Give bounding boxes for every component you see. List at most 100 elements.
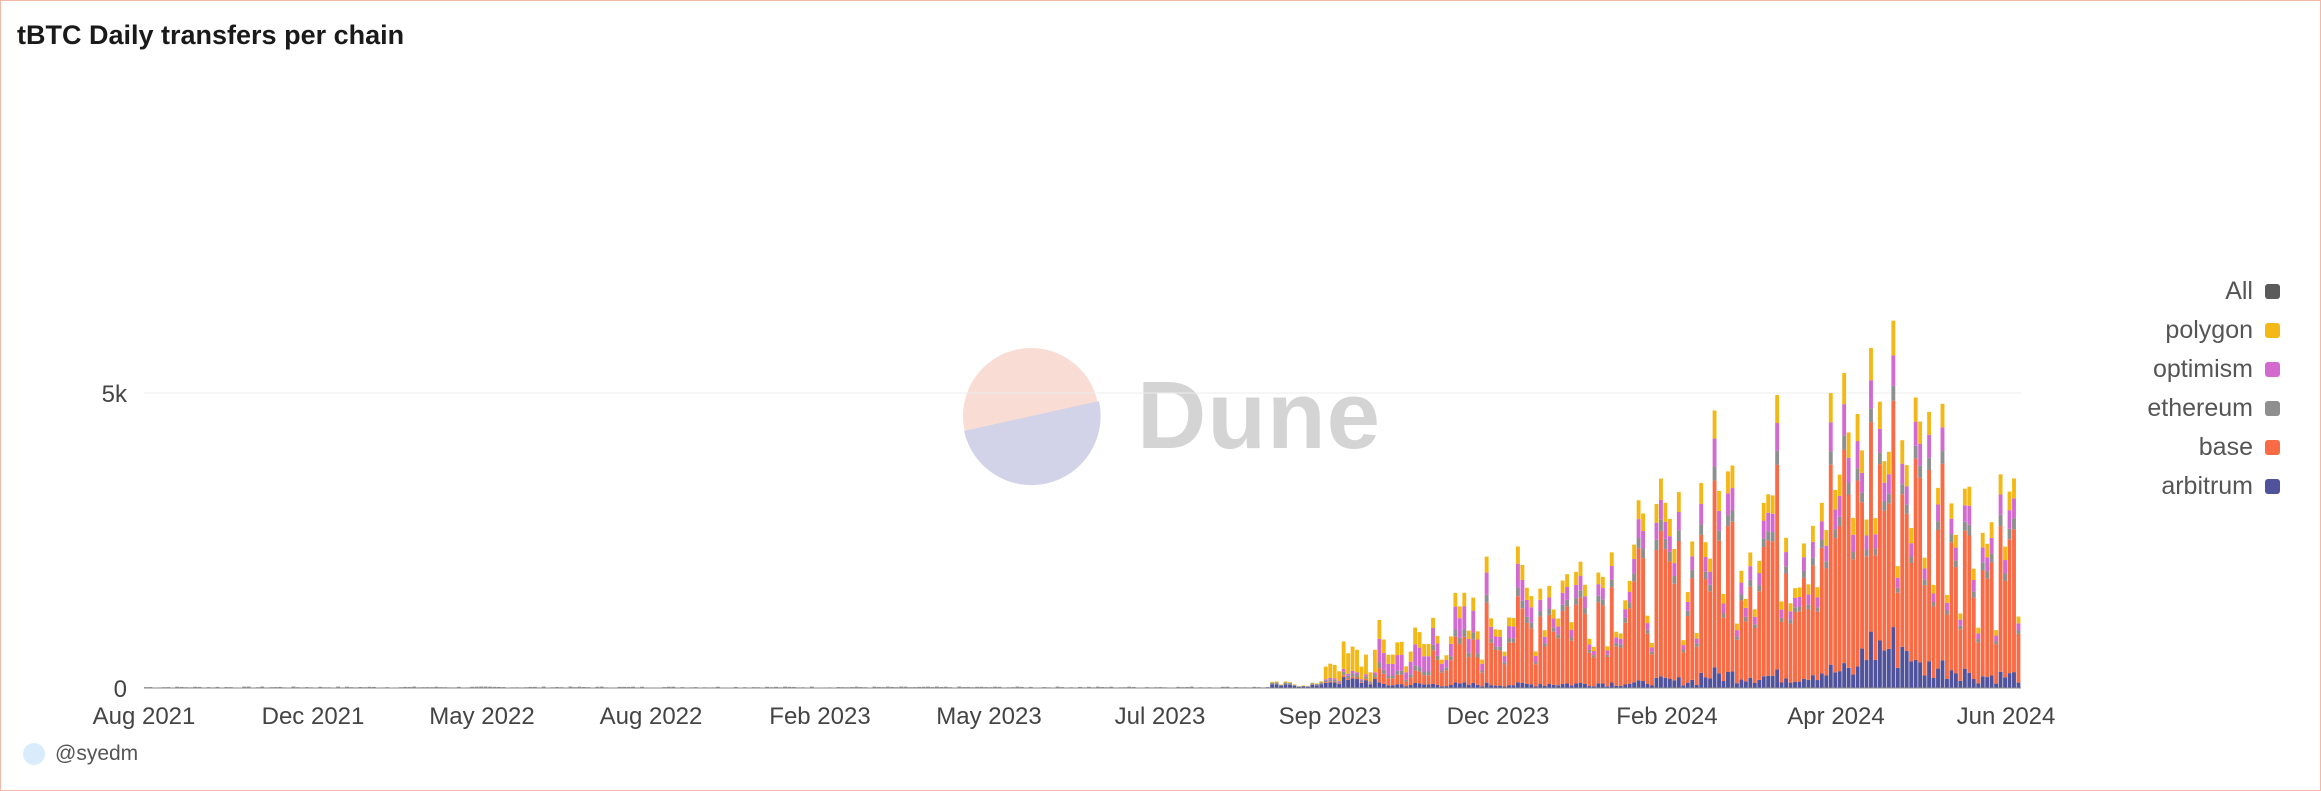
bar-arbitrum	[1507, 685, 1511, 688]
bar-base	[1886, 503, 1891, 649]
bar-base	[1507, 642, 1511, 686]
bar-ethereum	[483, 686, 488, 688]
bar-ethereum	[179, 687, 184, 688]
bar-polygon	[1909, 528, 1914, 544]
bar-ethereum	[1860, 492, 1864, 503]
bar-ethereum	[1779, 617, 1784, 622]
bar-ethereum	[1015, 686, 1020, 688]
bar-polygon	[1699, 483, 1704, 504]
bar-polygon	[1936, 487, 1940, 505]
legend-item-optimism[interactable]: optimism	[2153, 350, 2280, 389]
bar-polygon	[1721, 594, 1726, 604]
legend-item-polygon[interactable]: polygon	[2165, 311, 2280, 350]
bar-ethereum	[872, 686, 877, 688]
bar-optimism	[1328, 677, 1333, 680]
bar-ethereum	[970, 687, 975, 688]
bar-ethereum	[1815, 607, 1820, 612]
bar-ethereum	[1743, 616, 1748, 622]
bar-optimism	[1886, 474, 1891, 494]
bar-polygon	[1542, 630, 1547, 637]
bar-polygon	[1676, 492, 1681, 512]
bar-polygon	[1372, 649, 1377, 673]
bar-arbitrum	[1596, 683, 1601, 688]
bar-arbitrum	[1685, 682, 1690, 688]
bar-base	[1788, 623, 1793, 683]
bar-base	[1404, 681, 1409, 687]
bar-ethereum	[948, 687, 953, 688]
bar-arbitrum	[1600, 683, 1605, 688]
legend-label: base	[2198, 433, 2253, 461]
bar-polygon	[1314, 683, 1319, 685]
bar-polygon	[1605, 646, 1610, 651]
bar-ethereum	[1426, 671, 1431, 676]
bar-optimism	[1350, 670, 1355, 674]
bar-optimism	[1900, 463, 1905, 485]
bar-ethereum	[304, 687, 309, 688]
bar-ethereum	[1265, 686, 1270, 688]
bar-ethereum	[1837, 516, 1842, 527]
bar-base	[1962, 530, 1967, 669]
bar-ethereum	[850, 687, 854, 688]
bar-optimism	[1882, 482, 1887, 502]
bar-ethereum	[1538, 611, 1543, 617]
bar-ethereum	[144, 687, 148, 688]
bar-base	[1819, 547, 1824, 674]
bar-arbitrum	[1779, 682, 1784, 688]
bar-arbitrum	[1971, 678, 1976, 688]
bar-ethereum	[1346, 675, 1351, 679]
bar-ethereum	[921, 686, 926, 688]
legend-item-arbitrum[interactable]: arbitrum	[2161, 467, 2280, 506]
bar-arbitrum	[1524, 683, 1529, 688]
bar-arbitrum	[1560, 683, 1565, 688]
bar-optimism	[1913, 421, 1918, 446]
bar-optimism	[1574, 584, 1578, 599]
bar-base	[1971, 597, 1976, 679]
bar-arbitrum	[1815, 680, 1820, 688]
bar-arbitrum	[1810, 675, 1815, 688]
bar-optimism	[1940, 427, 1945, 452]
bar-ethereum	[680, 687, 685, 688]
legend-item-All[interactable]: All	[2225, 272, 2280, 311]
watermark-text: Dune	[1137, 362, 1381, 469]
bar-ethereum	[1810, 557, 1815, 566]
bar-polygon	[1667, 518, 1672, 537]
bar-ethereum	[733, 686, 738, 688]
bar-polygon	[1900, 440, 1905, 464]
bar-base	[1855, 480, 1860, 667]
legend-label: All	[2225, 277, 2253, 305]
bar-polygon	[1842, 373, 1847, 405]
bar-optimism	[1788, 611, 1793, 620]
bar-base	[1980, 570, 1985, 677]
bar-ethereum	[1775, 450, 1780, 465]
bar-arbitrum	[1748, 677, 1753, 688]
bar-ethereum	[336, 686, 341, 688]
bar-optimism	[1377, 638, 1382, 663]
bar-optimism	[1323, 679, 1328, 681]
bar-ethereum	[470, 686, 475, 688]
bar-polygon	[2003, 546, 2007, 561]
bar-ethereum	[1819, 539, 1824, 548]
bar-base	[1413, 670, 1418, 683]
bar-ethereum	[1726, 515, 1730, 527]
bar-ethereum	[1980, 562, 1985, 571]
bar-polygon	[1507, 617, 1511, 627]
bar-base	[1605, 657, 1610, 687]
bar-polygon	[1989, 522, 1994, 538]
author-tag[interactable]: @syedm	[23, 742, 138, 766]
bar-arbitrum	[1752, 682, 1757, 688]
bar-optimism	[1971, 579, 1976, 592]
bar-ethereum	[599, 686, 604, 688]
bar-optimism	[1431, 627, 1435, 645]
bar-ethereum	[474, 686, 479, 688]
bar-polygon	[1551, 609, 1556, 619]
bar-base	[1828, 464, 1833, 665]
bar-polygon	[1453, 592, 1458, 607]
bar-polygon	[1940, 403, 1945, 428]
legend-item-ethereum[interactable]: ethereum	[2147, 389, 2280, 428]
legend-item-base[interactable]: base	[2199, 428, 2280, 467]
bar-ethereum	[260, 686, 265, 688]
bar-polygon	[1864, 519, 1869, 536]
bar-ethereum	[1864, 549, 1869, 557]
bar-ethereum	[1717, 530, 1721, 541]
bar-ethereum	[666, 686, 671, 688]
